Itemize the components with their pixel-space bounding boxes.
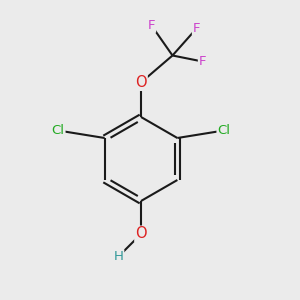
Text: F: F — [193, 22, 200, 35]
Text: Cl: Cl — [52, 124, 64, 137]
Text: H: H — [114, 250, 123, 263]
Text: O: O — [135, 226, 147, 242]
Text: Cl: Cl — [218, 124, 230, 137]
Text: F: F — [148, 19, 155, 32]
Text: O: O — [135, 75, 147, 90]
Text: F: F — [199, 55, 206, 68]
